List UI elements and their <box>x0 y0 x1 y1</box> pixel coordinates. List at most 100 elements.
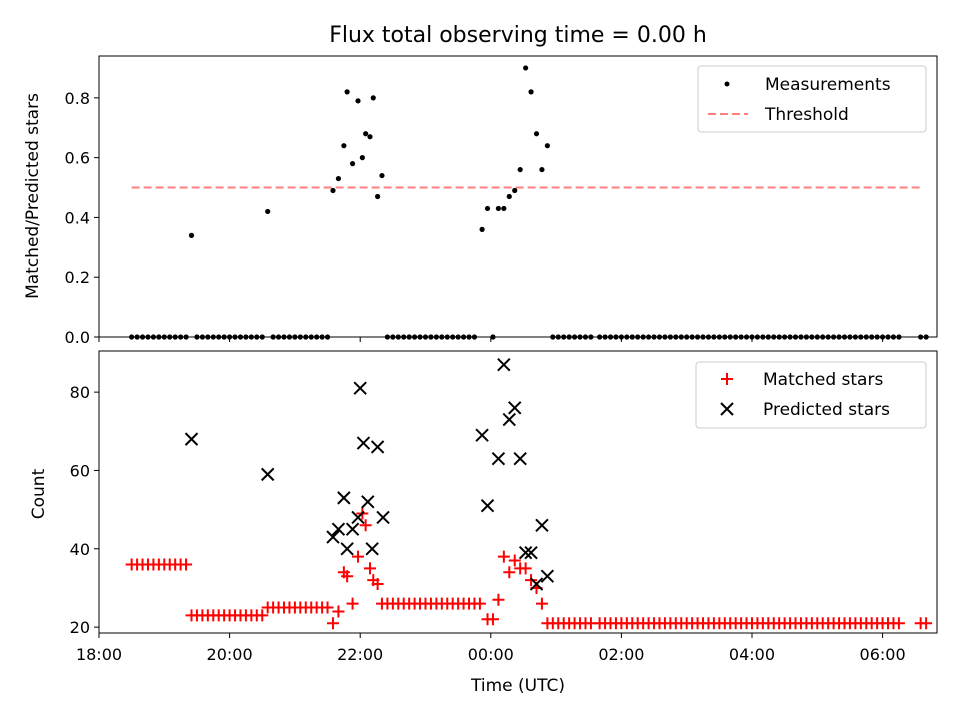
measurement-point <box>330 187 336 194</box>
top-y-tick-label: 0.2 <box>65 268 90 287</box>
predicted-star-point <box>326 530 340 544</box>
measurement-point <box>479 226 485 232</box>
measurement-point <box>517 166 523 173</box>
top-y-axis-label: Matched/Predicted stars <box>23 93 43 299</box>
measurement-point <box>363 131 369 137</box>
bottom-y-axis-label: Count <box>29 468 49 519</box>
legend-measurements-label: Measurements <box>765 75 891 95</box>
top-x-ticks <box>98 337 884 342</box>
measurement-point <box>512 187 518 194</box>
top-panel: 0.00.20.40.60.8 Matched/Predicted stars … <box>23 55 938 347</box>
measurement-point <box>495 205 502 212</box>
predicted-star-point <box>331 522 346 536</box>
bottom-plot-area <box>125 358 933 630</box>
bottom-axes-frame <box>98 350 938 634</box>
matched-star-point <box>486 613 499 626</box>
predicted-star-point <box>351 510 365 525</box>
top-y-tick-label: 0.0 <box>65 328 90 347</box>
matched-star-point <box>920 617 933 630</box>
predicted-star-point <box>184 432 199 446</box>
top-legend: Measurements Threshold <box>697 65 927 133</box>
bottom-x-axis: 18:00 20:00 22:00 00:00 02:00 04:00 06:00 <box>76 633 906 664</box>
top-y-tick-label: 0.6 <box>65 149 90 168</box>
measurement-point <box>341 143 347 149</box>
matched-star-point <box>363 562 376 575</box>
bottom-legend: Matched stars Predicted stars <box>695 361 927 429</box>
predicted-star-point <box>376 510 390 525</box>
predicted-star-point <box>370 440 385 454</box>
matched-star-point <box>359 519 372 532</box>
measurement-point <box>506 193 512 200</box>
x-tick-label: 22:00 <box>337 645 383 664</box>
predicted-star-point <box>340 542 354 556</box>
matched-star-point <box>508 554 521 567</box>
predicted-star-point <box>260 467 275 482</box>
matched-star-point <box>525 574 538 587</box>
matched-star-point <box>256 609 269 622</box>
measurement-point <box>344 89 350 95</box>
predicted-star-point <box>353 381 367 395</box>
top-y-tick-label: 0.8 <box>65 89 90 108</box>
matched-star-point <box>473 597 486 610</box>
predicted-star-point <box>491 452 506 466</box>
bottom-y-tick-label: 40 <box>70 540 90 559</box>
chart-title: Flux total observing time = 0.00 h <box>329 23 707 48</box>
x-tick-label: 06:00 <box>860 645 906 664</box>
measurement-point <box>370 95 376 101</box>
top-y-axis: 0.0 0.2 0.4 0.6 0.8 <box>65 89 99 347</box>
bottom-legend-box <box>695 361 927 429</box>
bottom-y-axis: 20 40 60 80 <box>70 383 99 637</box>
x-axis-label: Time (UTC) <box>470 676 565 696</box>
matched-star-point <box>332 605 345 618</box>
top-y-tick-label: 0.4 <box>65 208 90 227</box>
measurement-point <box>528 89 534 95</box>
predicted-star-point <box>475 428 489 442</box>
predicted-star-point <box>524 546 538 560</box>
measurement-point <box>523 65 529 71</box>
matched-star-point <box>497 550 510 563</box>
legend-matched-label: Matched stars <box>763 370 883 390</box>
predicted-star-point <box>345 522 360 536</box>
x-tick-label: 00:00 <box>468 645 514 664</box>
measurement-point <box>349 161 356 167</box>
matched-star-point <box>892 617 905 630</box>
matched-star-point <box>503 566 516 579</box>
matched-star-point <box>492 593 505 606</box>
legend-threshold-label: Threshold <box>764 105 849 125</box>
bottom-panel: 20 40 60 80 18:00 20:00 22:00 00:00 02:00 04:00 0… <box>29 350 938 696</box>
bottom-y-tick-label: 20 <box>70 618 90 637</box>
x-tick-label: 02:00 <box>598 645 644 664</box>
x-tick-label: 18:00 <box>76 645 122 664</box>
predicted-star-point <box>480 499 495 513</box>
measurement-point <box>544 143 550 149</box>
matched-star-point <box>321 601 334 614</box>
matched-star-point <box>326 617 339 630</box>
predicted-star-point <box>508 401 522 415</box>
measurement-point <box>265 208 271 215</box>
x-tick-label: 04:00 <box>729 645 775 664</box>
matched-star-point <box>535 597 548 610</box>
predicted-star-point <box>337 491 351 505</box>
predicted-star-point <box>540 569 555 583</box>
x-tick-label: 20:00 <box>207 645 253 664</box>
matched-star-point <box>346 597 359 610</box>
matched-star-point <box>519 562 532 575</box>
predicted-star-point <box>518 546 533 560</box>
bottom-y-tick-label: 60 <box>70 461 90 480</box>
matched-star-point <box>371 578 384 591</box>
predicted-star-point <box>497 358 511 372</box>
predicted-star-point <box>513 452 527 466</box>
predicted-star-point <box>529 577 544 591</box>
measurement-point <box>539 166 545 173</box>
legend-matched-marker <box>721 373 733 385</box>
measurement-point <box>359 155 365 161</box>
measurement-point <box>501 205 507 212</box>
predicted-star-point <box>361 495 375 509</box>
measurement-point <box>335 175 342 182</box>
predicted-star-point <box>356 436 371 450</box>
measurement-point <box>188 232 195 238</box>
legend-measurements-marker <box>724 81 730 87</box>
legend-predicted-label: Predicted stars <box>763 400 890 420</box>
top-axes-frame <box>98 55 938 338</box>
measurement-point <box>375 193 381 200</box>
